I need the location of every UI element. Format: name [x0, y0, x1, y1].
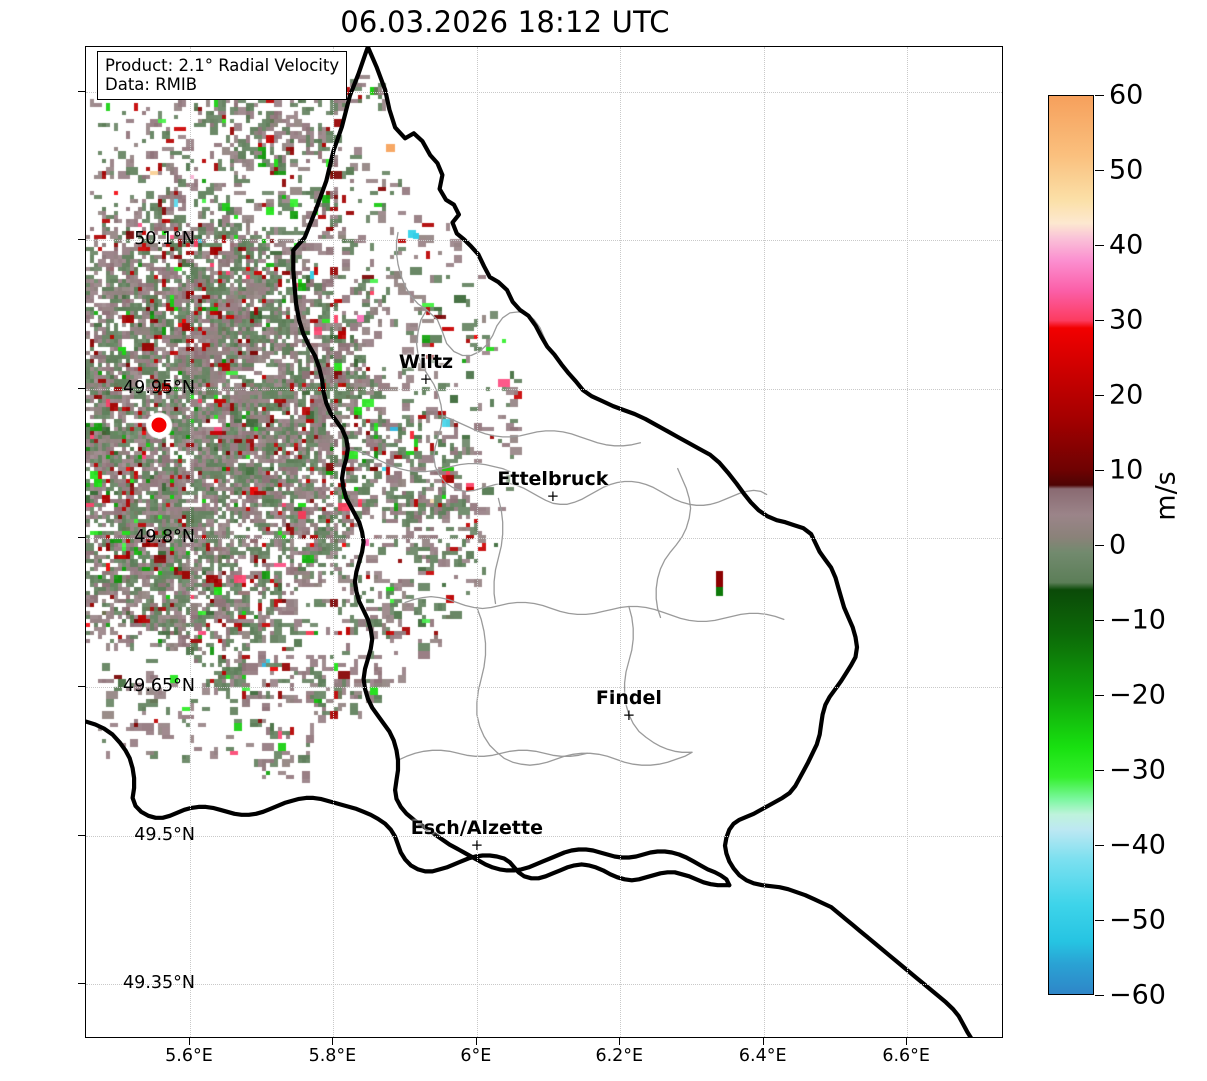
product-line: Product: 2.1° Radial Velocity: [105, 56, 340, 75]
colorbar-tick-label: 30: [1109, 304, 1144, 336]
city-marker-icon: +: [470, 836, 484, 855]
colorbar-tick-label: 60: [1109, 79, 1144, 111]
colorbar-tick-label: −50: [1109, 904, 1166, 936]
colorbar-tick-label: 50: [1109, 154, 1144, 186]
colorbar-tick-mark: [1095, 770, 1104, 771]
y-tick-mark: [78, 685, 85, 687]
gridline-vertical: [333, 47, 335, 1037]
y-tick-mark: [78, 983, 85, 985]
y-axis-tick-label: 50.1°N: [134, 229, 195, 250]
y-tick-mark: [78, 537, 85, 539]
colorbar-tick-mark: [1095, 470, 1104, 471]
radar-echo-layer: [86, 47, 1002, 1037]
colorbar-tick-label: 10: [1109, 454, 1144, 486]
gridline-horizontal: [86, 389, 1002, 391]
colorbar-unit-label: m/s: [1150, 471, 1182, 521]
colorbar-gradient: [1049, 96, 1093, 994]
gridline-horizontal: [86, 91, 1002, 93]
y-tick-mark: [78, 834, 85, 836]
city-marker-icon: +: [622, 706, 636, 725]
plot-inner: Wiltz + Ettelbruck + Findel + Esch/Alzette +: [86, 47, 1002, 1037]
y-axis-tick-label: 49.65°N: [123, 675, 195, 696]
x-axis-tick-label: 6.4°E: [738, 1046, 787, 1066]
colorbar-tick-mark: [1095, 245, 1104, 246]
x-tick-mark: [906, 1038, 908, 1045]
colorbar-tick-label: −10: [1109, 604, 1166, 636]
y-tick-mark: [78, 239, 85, 241]
y-axis-tick-label: 49.95°N: [123, 378, 195, 399]
colorbar: [1048, 95, 1094, 995]
colorbar-tick-label: −40: [1109, 829, 1166, 861]
city-label-findel: Findel +: [595, 687, 662, 725]
y-axis-tick-label: 49.35°N: [123, 973, 195, 994]
x-tick-mark: [332, 1038, 334, 1045]
colorbar-tick-mark: [1095, 695, 1104, 696]
gridline-horizontal: [86, 538, 1002, 540]
x-axis-tick-label: 5.6°E: [165, 1046, 213, 1066]
x-axis-tick-label: 6°E: [460, 1046, 492, 1066]
colorbar-tick-mark: [1095, 920, 1104, 921]
x-tick-mark: [762, 1038, 764, 1045]
gridline-vertical: [189, 47, 191, 1037]
colorbar-tick-mark: [1095, 395, 1104, 396]
gridline-vertical: [763, 47, 765, 1037]
colorbar-tick-label: 0: [1109, 529, 1127, 561]
city-name: Esch/Alzette: [410, 817, 543, 840]
data-source-line: Data: RMIB: [105, 75, 198, 94]
x-axis-tick-label: 6.6°E: [882, 1046, 930, 1066]
x-axis-tick-label: 6.2°E: [595, 1046, 644, 1066]
city-name: Wiltz: [398, 350, 453, 373]
colorbar-tick-mark: [1095, 995, 1104, 996]
y-axis-tick-label: 49.8°N: [134, 527, 195, 548]
colorbar-tick-label: 20: [1109, 379, 1144, 411]
x-axis-tick-label: 5.8°E: [308, 1046, 357, 1066]
x-tick-mark: [619, 1038, 621, 1045]
gridline-vertical: [620, 47, 622, 1037]
colorbar-tick-mark: [1095, 95, 1104, 96]
colorbar-tick-label: −60: [1109, 979, 1166, 1011]
gridline-horizontal: [86, 835, 1002, 837]
radar-site-marker: [151, 417, 167, 433]
gridline-horizontal: [86, 984, 1002, 986]
colorbar-tick-mark: [1095, 170, 1104, 171]
colorbar-tick-mark: [1095, 620, 1104, 621]
page-title: 06.03.2026 18:12 UTC: [340, 5, 670, 39]
city-label-ettelbruck: Ettelbruck +: [497, 467, 609, 505]
colorbar-tick-mark: [1095, 845, 1104, 846]
y-axis-tick-label: 49.5°N: [134, 824, 195, 845]
gridline-vertical: [907, 47, 909, 1037]
radar-plot-panel: Wiltz + Ettelbruck + Findel + Esch/Alzette + Pr…: [85, 46, 1003, 1038]
gridline-vertical: [476, 47, 478, 1037]
colorbar-tick-label: 40: [1109, 229, 1144, 261]
city-marker-icon: +: [419, 369, 433, 388]
x-tick-mark: [475, 1038, 477, 1045]
x-tick-mark: [188, 1038, 190, 1045]
city-name: Findel: [595, 687, 662, 710]
city-label-esch-alzette: Esch/Alzette +: [410, 817, 543, 855]
colorbar-tick-mark: [1095, 545, 1104, 546]
colorbar-tick-label: −20: [1109, 679, 1166, 711]
info-box: Product: 2.1° Radial Velocity Data: RMIB: [97, 51, 348, 100]
y-tick-mark: [78, 90, 85, 92]
gridline-horizontal: [86, 240, 1002, 242]
city-marker-icon: +: [546, 486, 560, 505]
city-label-wiltz: Wiltz +: [398, 350, 453, 388]
colorbar-tick-mark: [1095, 320, 1104, 321]
colorbar-tick-label: −30: [1109, 754, 1166, 786]
gridline-horizontal: [86, 686, 1002, 688]
city-name: Ettelbruck: [497, 467, 609, 490]
y-tick-mark: [78, 388, 85, 390]
